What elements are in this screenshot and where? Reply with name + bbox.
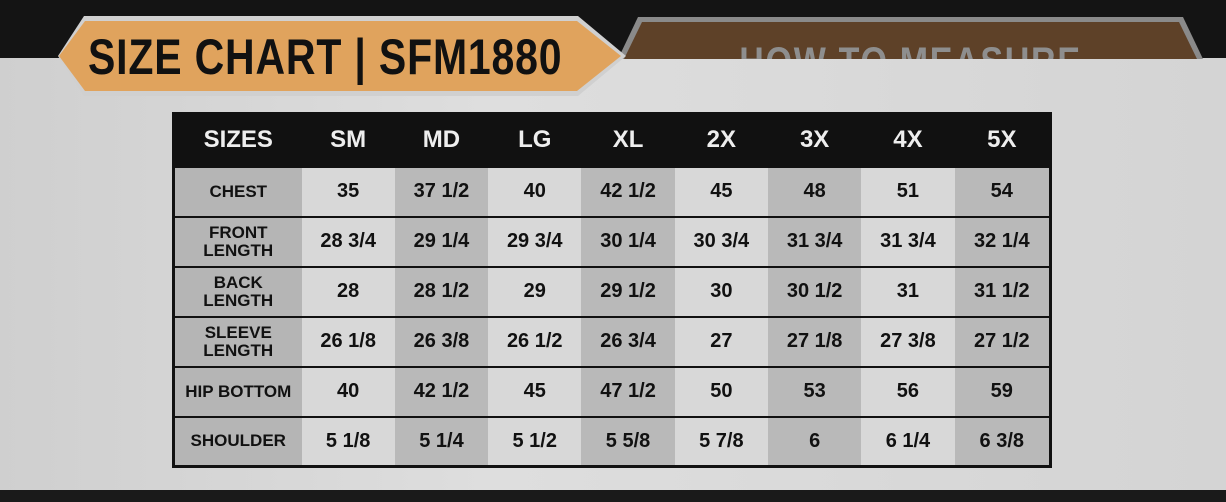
size-value: 37 1/2 bbox=[394, 165, 489, 217]
column-header: MD bbox=[394, 113, 489, 167]
column-header: LG bbox=[488, 113, 582, 167]
column-header: SIZES bbox=[173, 113, 302, 167]
size-value: 6 bbox=[767, 415, 862, 467]
page-title: SIZE CHART | SFM1880 bbox=[88, 29, 563, 85]
size-value: 26 3/8 bbox=[394, 315, 489, 367]
table-row: CHEST 35 37 1/2 40 42 1/2 45 48 51 54 bbox=[173, 165, 1051, 217]
size-value: 31 3/4 bbox=[767, 215, 862, 267]
size-value: 31 3/4 bbox=[861, 215, 955, 267]
column-header: XL bbox=[581, 113, 675, 167]
size-value: 30 3/4 bbox=[674, 215, 768, 267]
row-label: HIP BOTTOM bbox=[173, 365, 302, 417]
size-value: 35 bbox=[301, 165, 395, 217]
size-value: 31 bbox=[861, 265, 955, 317]
size-value: 54 bbox=[954, 165, 1051, 217]
size-value: 26 1/8 bbox=[301, 315, 395, 367]
row-label: CHEST bbox=[173, 165, 302, 217]
size-value: 5 1/8 bbox=[301, 415, 395, 467]
header-row: SIZES SM MD LG XL 2X 3X 4X 5X bbox=[173, 113, 1051, 167]
size-value: 29 3/4 bbox=[488, 215, 582, 267]
size-value: 29 1/4 bbox=[394, 215, 489, 267]
size-value: 6 1/4 bbox=[861, 415, 955, 467]
size-value: 42 1/2 bbox=[394, 365, 489, 417]
size-value: 48 bbox=[767, 165, 862, 217]
size-value: 27 1/8 bbox=[767, 315, 862, 367]
table-row: SHOULDER 5 1/8 5 1/4 5 1/2 5 5/8 5 7/8 6 6 1/4 6… bbox=[173, 415, 1051, 467]
size-value: 45 bbox=[674, 165, 768, 217]
size-value: 40 bbox=[488, 165, 582, 217]
size-value: 27 1/2 bbox=[954, 315, 1051, 367]
column-header: 3X bbox=[767, 113, 862, 167]
size-table: SIZES SM MD LG XL 2X 3X 4X 5X CHEST 35 37 1/2 40 42 … bbox=[172, 112, 1052, 468]
size-value: 50 bbox=[674, 365, 768, 417]
row-label: SLEEVE LENGTH bbox=[173, 315, 302, 367]
size-value: 30 bbox=[674, 265, 768, 317]
table-row: FRONT LENGTH 28 3/4 29 1/4 29 3/4 30 1/4 30 3/… bbox=[173, 215, 1051, 267]
size-value: 56 bbox=[861, 365, 955, 417]
size-value: 51 bbox=[861, 165, 955, 217]
table-row: HIP BOTTOM 40 42 1/2 45 47 1/2 50 53 56 59 bbox=[173, 365, 1051, 417]
size-value: 30 1/2 bbox=[767, 265, 862, 317]
table-row: BACK LENGTH 28 28 1/2 29 29 1/2 30 30 1/2 31 31 1… bbox=[173, 265, 1051, 317]
size-value: 5 7/8 bbox=[674, 415, 768, 467]
tab-how-to-measure-label: HOW TO MEASURE bbox=[667, 40, 1154, 59]
row-label: FRONT LENGTH bbox=[173, 215, 302, 267]
size-value: 45 bbox=[488, 365, 582, 417]
size-value: 27 3/8 bbox=[861, 315, 955, 367]
row-label: SHOULDER bbox=[173, 415, 302, 467]
size-value: 29 bbox=[488, 265, 582, 317]
size-value: 5 5/8 bbox=[581, 415, 675, 467]
column-header: 4X bbox=[861, 113, 955, 167]
bottom-band bbox=[0, 490, 1226, 502]
size-value: 27 bbox=[674, 315, 768, 367]
size-value: 6 3/8 bbox=[954, 415, 1051, 467]
table-row: SLEEVE LENGTH 26 1/8 26 3/8 26 1/2 26 3/4 27 27… bbox=[173, 315, 1051, 367]
size-value: 47 1/2 bbox=[581, 365, 675, 417]
size-value: 59 bbox=[954, 365, 1051, 417]
size-value: 42 1/2 bbox=[581, 165, 675, 217]
size-value: 28 bbox=[301, 265, 395, 317]
size-value: 5 1/2 bbox=[488, 415, 582, 467]
size-value: 26 1/2 bbox=[488, 315, 582, 367]
row-label: BACK LENGTH bbox=[173, 265, 302, 317]
column-header: 2X bbox=[674, 113, 768, 167]
size-value: 29 1/2 bbox=[581, 265, 675, 317]
tab-how-to-measure[interactable]: HOW TO MEASURE bbox=[618, 17, 1203, 59]
size-value: 31 1/2 bbox=[954, 265, 1051, 317]
size-value: 28 1/2 bbox=[394, 265, 489, 317]
size-value: 53 bbox=[767, 365, 862, 417]
size-value: 30 1/4 bbox=[581, 215, 675, 267]
column-header: SM bbox=[301, 113, 395, 167]
size-value: 5 1/4 bbox=[394, 415, 489, 467]
size-value: 28 3/4 bbox=[301, 215, 395, 267]
size-value: 40 bbox=[301, 365, 395, 417]
tab-size-chart[interactable]: SIZE CHART | SFM1880 bbox=[36, 16, 626, 96]
column-header: 5X bbox=[954, 113, 1051, 167]
size-value: 32 1/4 bbox=[954, 215, 1051, 267]
size-value: 26 3/4 bbox=[581, 315, 675, 367]
